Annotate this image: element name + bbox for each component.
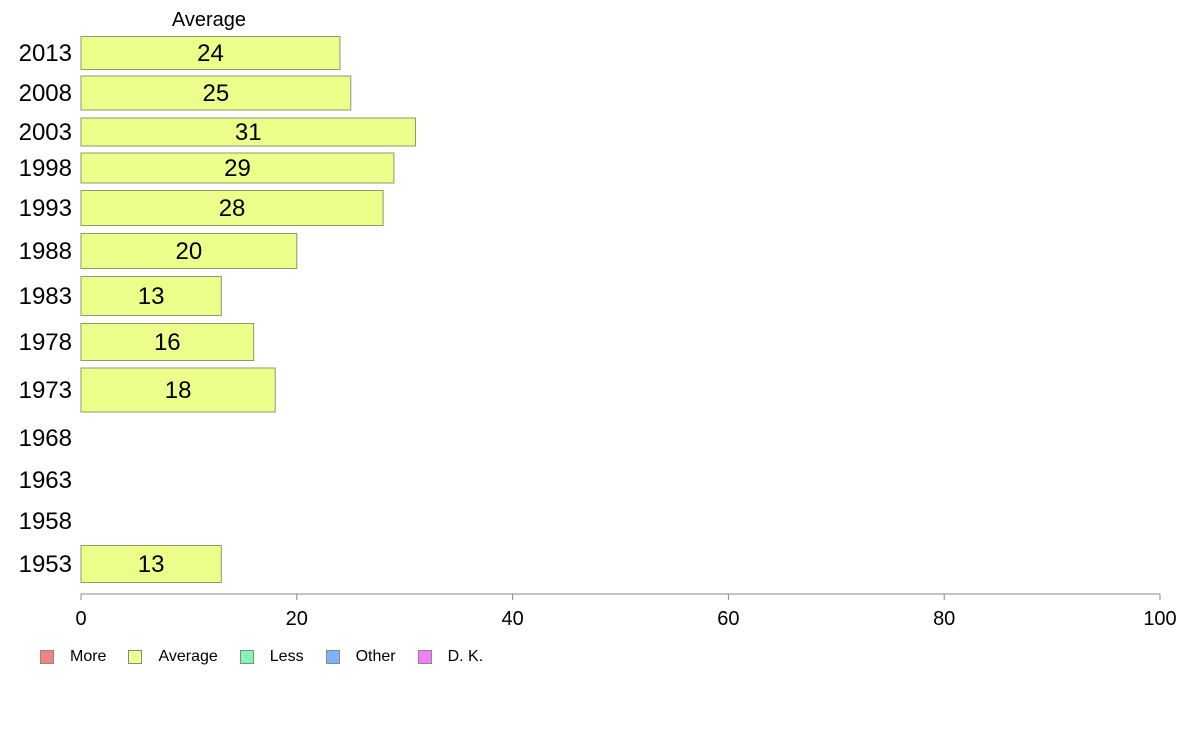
legend-label: Other [355, 648, 396, 665]
data-label: 16 [154, 329, 181, 356]
bar [80, 36, 341, 70]
chart-title: Average [172, 9, 246, 31]
category-label: 1958 [19, 508, 72, 535]
legend-swatch [417, 650, 432, 664]
category-label: 1983 [19, 283, 72, 310]
legend-swatch [239, 650, 254, 664]
x-tick-label: 80 [933, 608, 955, 630]
data-label: 13 [138, 551, 165, 578]
legend-item: Average [128, 648, 218, 666]
legend-item: Less [239, 648, 304, 666]
data-label: 28 [219, 195, 246, 222]
category-label: 1973 [19, 377, 72, 404]
legend-swatch [325, 650, 340, 664]
bar [80, 276, 222, 316]
bar [80, 367, 276, 413]
data-label: 13 [138, 283, 165, 310]
x-axis: 0 20 40 60 80 100 [75, 593, 1177, 630]
category-label: 2003 [19, 119, 72, 146]
data-label: 24 [197, 40, 224, 67]
legend-item: More [40, 648, 106, 666]
legend-label: Average [158, 648, 218, 665]
bars-group: 2013 24 2008 25 2003 31 1998 29 1993 28 1988 20 1983… [19, 36, 416, 583]
x-tick-label: 40 [501, 608, 523, 630]
legend-label: Less [269, 648, 304, 665]
x-tick-label: 20 [286, 608, 308, 630]
category-label: 2008 [19, 80, 72, 107]
category-label: 1988 [19, 238, 72, 265]
data-label: 31 [235, 119, 262, 146]
data-label: 20 [176, 238, 203, 265]
legend-label: D. K. [447, 648, 484, 665]
bar [80, 545, 222, 583]
legend: More Average Less Other D. K. [40, 648, 505, 666]
category-label: 2013 [19, 40, 72, 67]
category-label: 1953 [19, 551, 72, 578]
data-label: 25 [203, 80, 230, 107]
bar [80, 75, 352, 111]
category-label: 1963 [19, 467, 72, 494]
category-label: 1993 [19, 195, 72, 222]
legend-item: D. K. [417, 648, 484, 666]
category-label: 1978 [19, 329, 72, 356]
bar [80, 233, 298, 269]
data-label: 18 [165, 377, 192, 404]
bar [80, 323, 255, 361]
legend-swatch [40, 650, 54, 664]
legend-swatch [128, 650, 143, 664]
x-tick-label: 100 [1143, 608, 1176, 630]
category-label: 1998 [19, 155, 72, 182]
category-label: 1968 [19, 425, 72, 452]
legend-item: Other [325, 648, 396, 666]
legend-label: More [70, 648, 107, 665]
x-tick-label: 60 [717, 608, 739, 630]
bar [80, 190, 384, 226]
data-label: 29 [224, 155, 251, 182]
x-tick-label: 0 [75, 608, 86, 630]
bar [80, 152, 395, 184]
bar [80, 117, 416, 147]
